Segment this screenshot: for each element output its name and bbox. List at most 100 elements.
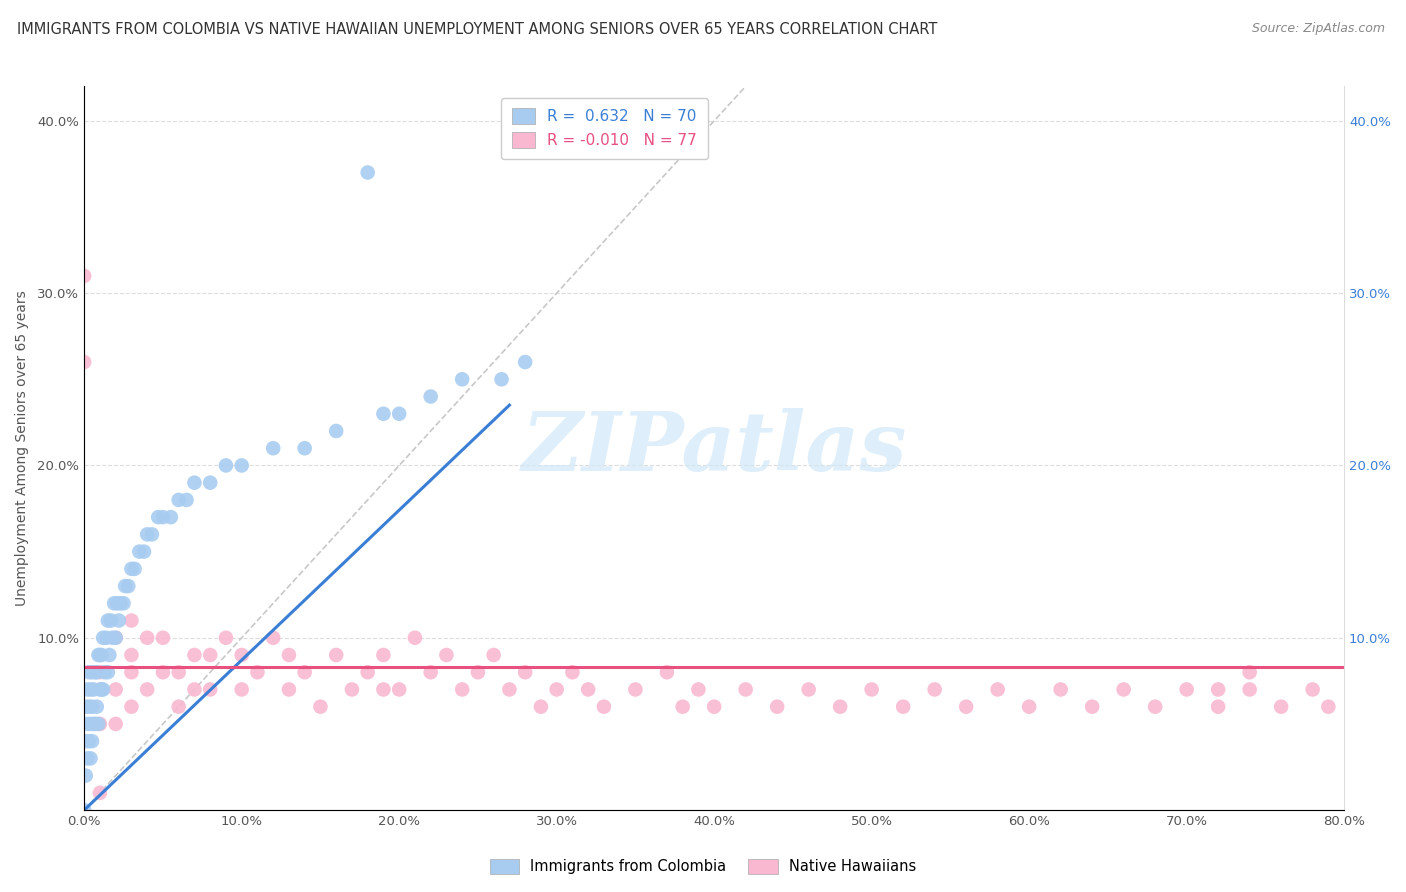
Text: IMMIGRANTS FROM COLOMBIA VS NATIVE HAWAIIAN UNEMPLOYMENT AMONG SENIORS OVER 65 Y: IMMIGRANTS FROM COLOMBIA VS NATIVE HAWAI… [17,22,938,37]
Immigrants from Colombia [215,458,238,473]
Immigrants from Colombia [262,441,284,455]
Native Hawaiians [340,682,363,697]
Native Hawaiians [104,631,127,645]
Native Hawaiians [1302,682,1324,697]
Immigrants from Colombia [73,803,96,817]
Immigrants from Colombia [148,510,170,524]
Legend: R =  0.632   N = 70, R = -0.010   N = 77: R = 0.632 N = 70, R = -0.010 N = 77 [502,97,707,159]
Native Hawaiians [1144,699,1167,714]
Native Hawaiians [1239,665,1261,680]
Immigrants from Colombia [79,682,101,697]
Immigrants from Colombia [294,441,316,455]
Immigrants from Colombia [152,510,174,524]
Immigrants from Colombia [84,717,107,731]
Native Hawaiians [1049,682,1071,697]
Immigrants from Colombia [79,717,101,731]
Immigrants from Colombia [90,682,112,697]
Immigrants from Colombia [100,614,122,628]
Immigrants from Colombia [108,614,131,628]
Native Hawaiians [231,648,253,662]
Immigrants from Colombia [83,682,105,697]
Native Hawaiians [703,699,725,714]
Native Hawaiians [1239,682,1261,697]
Native Hawaiians [797,682,820,697]
Native Hawaiians [734,682,756,697]
Native Hawaiians [482,648,505,662]
Immigrants from Colombia [105,596,128,610]
Native Hawaiians [955,699,977,714]
Native Hawaiians [515,665,537,680]
Immigrants from Colombia [136,527,159,541]
Immigrants from Colombia [89,648,111,662]
Immigrants from Colombia [79,751,101,765]
Immigrants from Colombia [124,562,146,576]
Immigrants from Colombia [91,682,114,697]
Immigrants from Colombia [120,562,142,576]
Native Hawaiians [498,682,520,697]
Native Hawaiians [104,717,127,731]
Legend: Immigrants from Colombia, Native Hawaiians: Immigrants from Colombia, Native Hawaiia… [484,853,922,880]
Native Hawaiians [262,631,284,645]
Immigrants from Colombia [110,596,132,610]
Immigrants from Colombia [114,579,136,593]
Immigrants from Colombia [491,372,513,386]
Immigrants from Colombia [357,165,380,179]
Immigrants from Colombia [373,407,395,421]
Native Hawaiians [73,268,96,283]
Immigrants from Colombia [80,665,103,680]
Native Hawaiians [167,699,190,714]
Immigrants from Colombia [231,458,253,473]
Native Hawaiians [672,699,695,714]
Native Hawaiians [1206,699,1229,714]
Y-axis label: Unemployment Among Seniors over 65 years: Unemployment Among Seniors over 65 years [15,290,30,606]
Immigrants from Colombia [76,751,98,765]
Immigrants from Colombia [97,665,120,680]
Native Hawaiians [309,699,332,714]
Immigrants from Colombia [87,717,110,731]
Immigrants from Colombia [76,717,98,731]
Native Hawaiians [198,682,221,697]
Native Hawaiians [1081,699,1104,714]
Native Hawaiians [1317,699,1340,714]
Native Hawaiians [404,631,426,645]
Native Hawaiians [120,665,142,680]
Native Hawaiians [467,665,489,680]
Native Hawaiians [278,682,301,697]
Native Hawaiians [104,682,127,697]
Immigrants from Colombia [325,424,347,438]
Native Hawaiians [357,665,380,680]
Native Hawaiians [89,717,111,731]
Immigrants from Colombia [96,631,118,645]
Native Hawaiians [278,648,301,662]
Native Hawaiians [1112,682,1135,697]
Native Hawaiians [561,665,583,680]
Immigrants from Colombia [198,475,221,490]
Immigrants from Colombia [101,631,124,645]
Immigrants from Colombia [75,769,97,783]
Immigrants from Colombia [515,355,537,369]
Immigrants from Colombia [451,372,474,386]
Immigrants from Colombia [84,665,107,680]
Native Hawaiians [183,682,205,697]
Immigrants from Colombia [89,682,111,697]
Native Hawaiians [830,699,852,714]
Immigrants from Colombia [97,614,120,628]
Immigrants from Colombia [91,631,114,645]
Immigrants from Colombia [86,665,108,680]
Immigrants from Colombia [90,648,112,662]
Immigrants from Colombia [104,631,127,645]
Immigrants from Colombia [419,390,441,404]
Immigrants from Colombia [75,699,97,714]
Native Hawaiians [419,665,441,680]
Native Hawaiians [1270,699,1292,714]
Immigrants from Colombia [128,544,150,558]
Native Hawaiians [89,665,111,680]
Immigrants from Colombia [388,407,411,421]
Immigrants from Colombia [87,648,110,662]
Native Hawaiians [924,682,946,697]
Immigrants from Colombia [141,527,163,541]
Native Hawaiians [546,682,568,697]
Native Hawaiians [152,631,174,645]
Native Hawaiians [624,682,647,697]
Native Hawaiians [891,699,914,714]
